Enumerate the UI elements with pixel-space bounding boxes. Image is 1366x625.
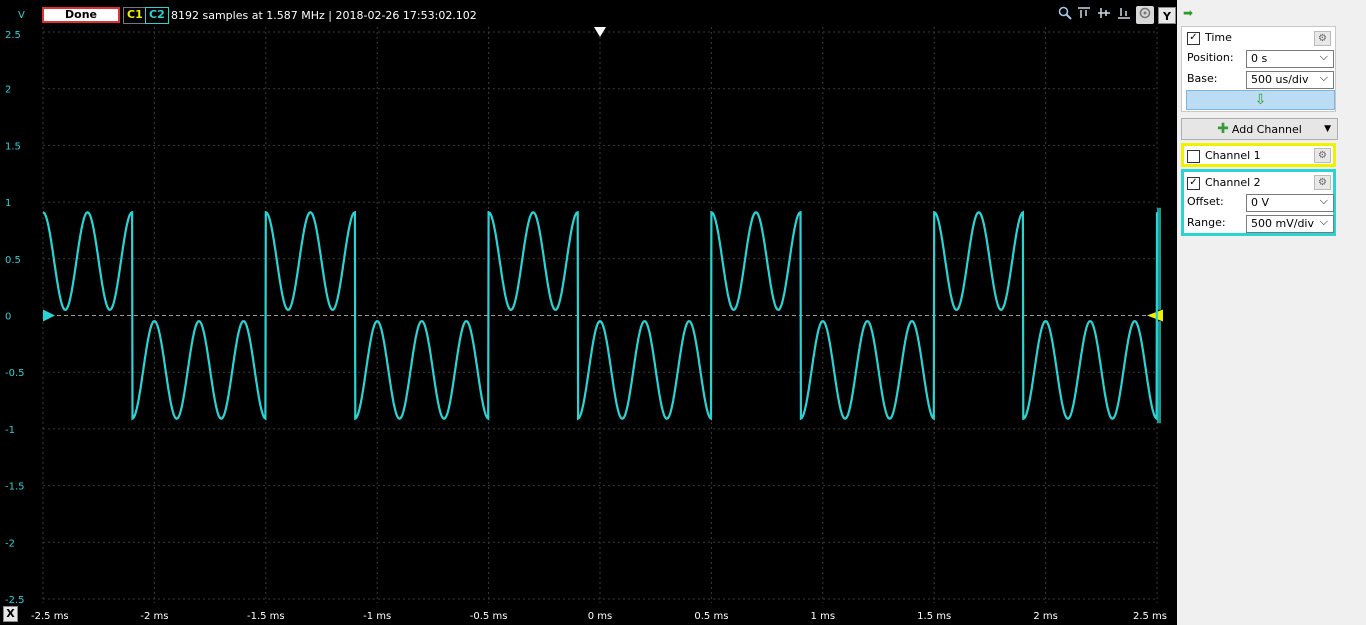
range-label: Range: (1187, 216, 1226, 229)
plot-area[interactable]: 2.5 2 1.5 1 0.5 0 -0.5 -1 -1.5 -2 -2.5 -2.5 ms -2 ms… (0, 0, 1177, 625)
position-select[interactable]: 0 s (1246, 49, 1334, 68)
apply-down-arrow-button[interactable]: ⇩ (1186, 90, 1335, 110)
y-tick-label: 2 (5, 85, 11, 96)
channel1-label: Channel 1 (1205, 149, 1261, 162)
channel2-group: ✓ Channel 2 ⚙ Offset: 0 V Range: 500 mV/d… (1181, 169, 1336, 236)
offset-label: Offset: (1187, 195, 1224, 208)
y-tick-label: -2.5 (5, 595, 25, 606)
channel2-waveform (42, 210, 1159, 421)
align-bottom-icon[interactable] (1115, 6, 1133, 24)
channel2-toggle[interactable]: ✓ Channel 2 (1187, 173, 1261, 193)
align-middle-icon[interactable] (1095, 6, 1113, 24)
x-tick-label: 2 ms (1033, 611, 1058, 622)
plus-icon: ✚ (1217, 121, 1229, 137)
y-unit-label: V (18, 10, 25, 21)
x-tick-label: 1 ms (811, 611, 836, 622)
base-select[interactable]: 500 us/div (1246, 70, 1334, 89)
range-select[interactable]: 500 mV/div (1246, 214, 1334, 233)
x-tick-label: -2 ms (140, 611, 168, 622)
y-tick-label: -0.5 (5, 368, 25, 379)
trigger-position-marker (594, 27, 606, 37)
x-tick-label: 0.5 ms (694, 611, 728, 622)
time-toggle[interactable]: ✓ Time (1187, 28, 1232, 48)
time-group: ✓ Time ⚙ Position: 0 s Base: 500 us/div ⇩ (1181, 26, 1336, 112)
y-tick-label: -1 (5, 425, 15, 436)
zoom-icon[interactable] (1056, 6, 1074, 24)
time-settings-gear-icon[interactable]: ⚙ (1314, 31, 1331, 46)
add-channel-label: Add Channel (1231, 123, 1302, 136)
y-tick-label: 1.5 (5, 141, 21, 152)
channel2-checkbox[interactable]: ✓ (1187, 176, 1200, 190)
time-label: Time (1205, 31, 1232, 44)
x-tick-label: -1 ms (363, 611, 391, 622)
y-tick-label: 2.5 (5, 30, 21, 41)
channel2-toggle-button[interactable]: C2 (145, 7, 169, 24)
add-channel-button[interactable]: ✚ Add Channel ▼ (1181, 118, 1338, 140)
y-tick-label: 0 (5, 312, 11, 323)
channel1-toggle[interactable]: Channel 1 (1187, 146, 1261, 166)
y-tick-label: 0.5 (5, 255, 21, 266)
position-label: Position: (1187, 51, 1234, 64)
channel1-checkbox[interactable] (1187, 149, 1200, 163)
channel1-group: Channel 1 ⚙ (1181, 143, 1336, 167)
channel1-toggle-button[interactable]: C1 (123, 7, 147, 24)
channel2-settings-gear-icon[interactable]: ⚙ (1314, 175, 1331, 190)
y-axis-button[interactable]: Y (1158, 7, 1176, 24)
x-tick-label: 2.5 ms (1133, 611, 1167, 622)
x-tick-label: 0 ms (588, 611, 613, 622)
channel1-settings-gear-icon[interactable]: ⚙ (1314, 148, 1331, 163)
auto-scale-icon[interactable] (1136, 6, 1154, 24)
histogram-upper (1157, 207, 1161, 310)
x-tick-label: -1.5 ms (247, 611, 285, 622)
histogram-lower (1157, 321, 1161, 424)
done-button[interactable]: Done (42, 7, 120, 23)
trigger-level-marker (1147, 309, 1163, 322)
acquisition-info: 8192 samples at 1.587 MHz | 2018-02-26 1… (171, 9, 477, 22)
y-tick-label: 1 (5, 198, 11, 209)
x-tick-label: -2.5 ms (31, 611, 69, 622)
y-tick-label: -2 (5, 538, 15, 549)
collapse-arrow-icon[interactable]: ➡ (1183, 6, 1194, 20)
base-label: Base: (1187, 72, 1218, 85)
x-axis-button[interactable]: X (3, 606, 18, 622)
dropdown-caret-icon[interactable]: ▼ (1324, 124, 1331, 134)
offset-select[interactable]: 0 V (1246, 193, 1334, 212)
oscilloscope-view[interactable]: 2.5 2 1.5 1 0.5 0 -0.5 -1 -1.5 -2 -2.5 -2.5 ms -2 ms… (0, 0, 1177, 625)
align-top-icon[interactable] (1075, 6, 1093, 24)
channel2-label: Channel 2 (1205, 176, 1261, 189)
x-tick-label: -0.5 ms (470, 611, 508, 622)
y-tick-label: -1.5 (5, 482, 25, 493)
x-tick-label: 1.5 ms (917, 611, 951, 622)
time-checkbox[interactable]: ✓ (1187, 31, 1200, 45)
settings-panel: ➡ ✓ Time ⚙ Position: 0 s Base: 500 us/div… (1177, 0, 1366, 625)
channel2-offset-marker (43, 309, 55, 322)
